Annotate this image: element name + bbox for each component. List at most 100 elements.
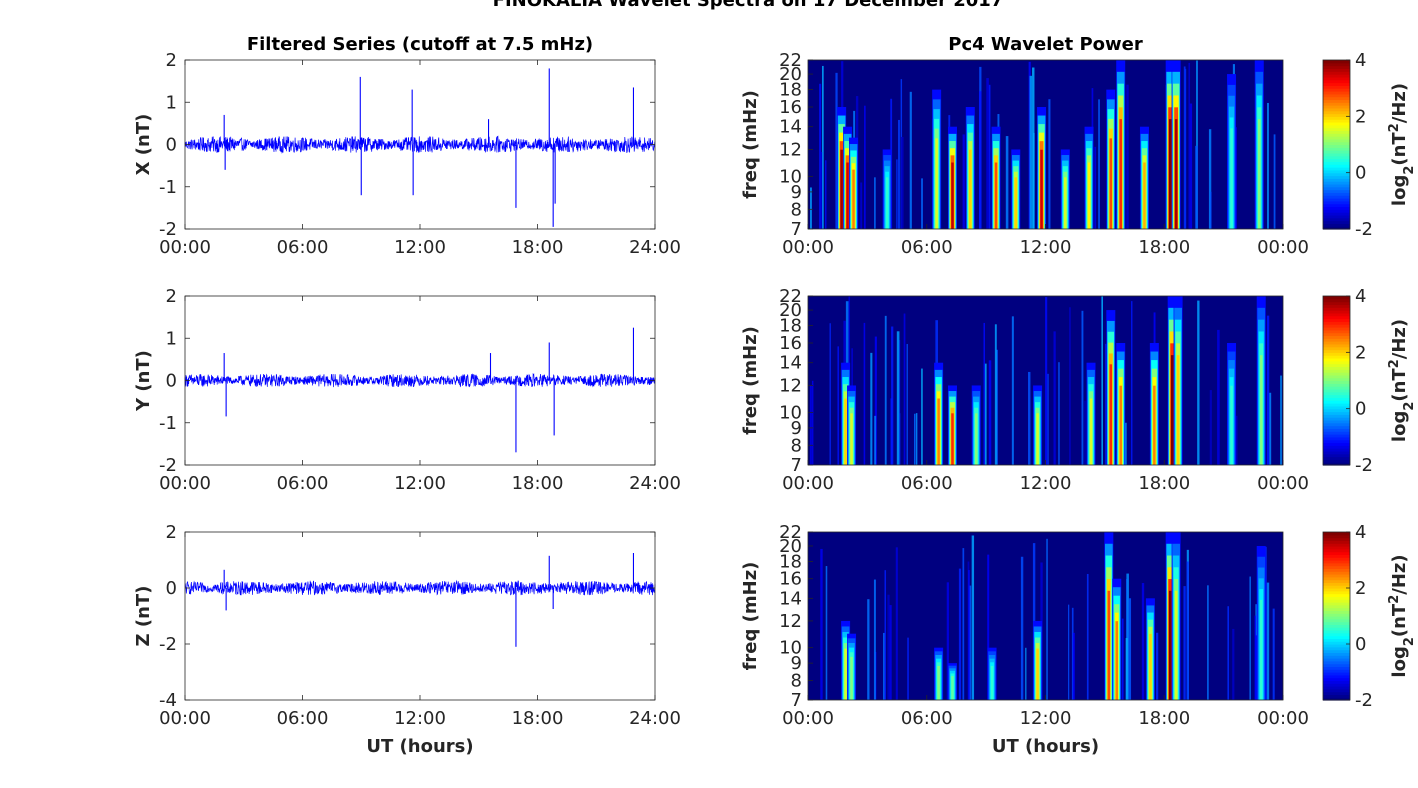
heatmap-event xyxy=(994,162,998,229)
heatmap-event xyxy=(1109,138,1113,229)
colorbar-box xyxy=(1322,59,1351,230)
heatmap-panel-y-wavelet: 00:00 06:00 12:00 18:00 00:00789101214161820… xyxy=(740,286,1417,494)
colorbar-swatch xyxy=(1323,85,1350,89)
x-tick-label: 12:00 xyxy=(394,708,446,729)
colorbar-swatch xyxy=(1323,431,1350,435)
heatmap-event xyxy=(885,177,889,229)
heatmap-streak xyxy=(921,178,923,229)
colorbar-swatch xyxy=(1323,644,1350,648)
heatmap-streak xyxy=(1184,68,1187,230)
colorbar-swatch xyxy=(1323,403,1350,407)
colorbar-swatch xyxy=(1323,391,1350,396)
colorbar-label: log2(nT2/Hz) xyxy=(1387,83,1417,206)
colorbar-swatch xyxy=(1323,537,1350,541)
heatmap-streak xyxy=(1098,99,1100,229)
colorbar-swatch xyxy=(1323,383,1350,387)
y-tick-label: 20 xyxy=(779,536,802,557)
colorbar-tick-label: -2 xyxy=(1355,455,1373,476)
heatmap-streak xyxy=(1264,546,1267,700)
heatmap-streak xyxy=(907,637,909,700)
heatmap-streak xyxy=(1047,373,1049,465)
heatmap-streak xyxy=(988,84,991,229)
heatmap-streak xyxy=(1235,127,1237,229)
heatmap-streak xyxy=(921,368,923,465)
heatmap-event xyxy=(1014,177,1018,229)
heatmap-streak xyxy=(874,177,876,229)
heatmap-event xyxy=(1176,355,1180,465)
heatmap-event xyxy=(852,169,855,229)
heatmap-streak xyxy=(896,159,898,229)
y-tick-label: 8 xyxy=(791,199,802,220)
colorbar-swatch xyxy=(1323,428,1350,432)
heatmap-streak xyxy=(1227,606,1230,700)
colorbar-swatch xyxy=(1323,604,1350,609)
colorbar-swatch xyxy=(1323,453,1350,458)
heatmap-streak xyxy=(1280,375,1282,465)
colorbar-swatch xyxy=(1323,99,1350,103)
colorbar-swatch xyxy=(1323,60,1350,64)
colorbar-swatch xyxy=(1323,582,1350,586)
heatmap-streak xyxy=(1195,145,1198,229)
colorbar-swatch xyxy=(1323,136,1350,140)
figure-title: FINOKALIA Wavelet Spectra on 17 December… xyxy=(493,0,1004,11)
colorbar-swatch xyxy=(1323,374,1350,379)
heatmap-event xyxy=(1107,590,1111,700)
heatmap-event xyxy=(1230,385,1233,465)
x-tick-label: 24:00 xyxy=(629,237,681,258)
heatmap-streak xyxy=(1025,647,1027,700)
heatmap-streak xyxy=(962,134,965,229)
colorbar-swatch xyxy=(1323,388,1350,393)
heatmap-streak xyxy=(1183,66,1186,230)
y-tick-label: 16 xyxy=(779,569,802,590)
line-panel-x-series: 00:00 06:00 12:00 18:00 24:00 -2 -1 0 1 2 Filtered… xyxy=(133,34,681,258)
heatmap-streak xyxy=(810,187,812,229)
x-tick-label: 12:00 xyxy=(1020,708,1072,729)
y-tick-label: 22 xyxy=(779,50,802,71)
heatmap-streak xyxy=(1183,586,1186,700)
heatmap-streak xyxy=(867,599,870,700)
colorbar-swatch xyxy=(1323,576,1350,581)
colorbar-swatch xyxy=(1323,646,1350,651)
heatmap-streak xyxy=(1105,343,1107,465)
heatmap-streak xyxy=(895,547,898,700)
y-tick-label: 7 xyxy=(791,455,802,476)
colorbar-swatch xyxy=(1323,627,1350,631)
colorbar-swatch xyxy=(1323,65,1350,70)
heatmap-streak xyxy=(835,72,838,229)
heatmap-event xyxy=(1087,162,1091,229)
colorbar-swatch xyxy=(1323,357,1350,362)
colorbar-swatch xyxy=(1323,198,1350,202)
colorbar-swatch xyxy=(1323,321,1350,325)
colorbar-swatch xyxy=(1323,697,1350,701)
colorbar-swatch xyxy=(1323,79,1350,84)
x-tick-label: 12:00 xyxy=(1020,237,1072,258)
y-axis-label: X (nT) xyxy=(133,114,154,176)
colorbar-swatch xyxy=(1323,206,1350,210)
colorbar-swatch xyxy=(1323,658,1350,662)
colorbar-swatch xyxy=(1323,192,1350,196)
x-tick-label: 00:00 xyxy=(159,708,211,729)
y-tick-label: 10 xyxy=(779,638,802,659)
colorbar-swatch xyxy=(1323,632,1350,637)
heatmap-event xyxy=(844,398,847,465)
y-tick-label: 12 xyxy=(779,139,802,160)
colorbar-swatch xyxy=(1323,178,1350,182)
colorbar-swatch xyxy=(1323,680,1350,684)
colorbar-swatch xyxy=(1323,560,1350,564)
colorbar-swatch xyxy=(1323,167,1350,171)
colorbar-swatch xyxy=(1323,691,1350,695)
colorbar-swatch xyxy=(1323,400,1350,404)
colorbar-swatch xyxy=(1323,439,1350,444)
colorbar-swatch xyxy=(1323,195,1350,199)
colorbar-swatch xyxy=(1323,557,1350,561)
y-tick-label: 22 xyxy=(779,286,802,307)
heatmap-streak xyxy=(1081,310,1084,465)
colorbar-swatch xyxy=(1323,200,1350,205)
colorbar-swatch xyxy=(1323,562,1350,567)
heatmap-event xyxy=(1119,119,1122,229)
colorbar-swatch xyxy=(1323,694,1350,698)
colorbar-swatch xyxy=(1323,133,1350,137)
heatmap-streak xyxy=(820,548,823,700)
colorbar-tick-label: -2 xyxy=(1355,219,1373,240)
heatmap-event xyxy=(1259,355,1263,465)
